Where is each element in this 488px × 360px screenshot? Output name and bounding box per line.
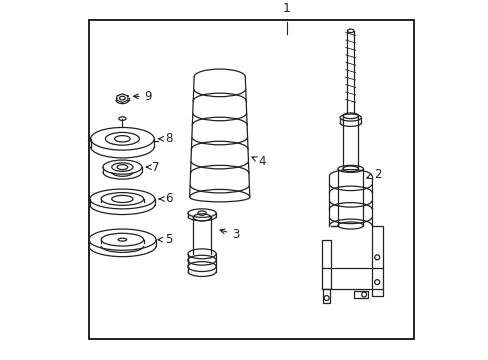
- Text: 3: 3: [220, 228, 239, 241]
- Text: 8: 8: [159, 132, 172, 145]
- Bar: [353, 291, 367, 298]
- Text: 2: 2: [366, 168, 381, 181]
- Text: 5: 5: [158, 233, 172, 246]
- Text: 9: 9: [133, 90, 152, 103]
- Text: 6: 6: [159, 193, 172, 206]
- Bar: [322, 240, 330, 289]
- Text: 7: 7: [146, 161, 160, 174]
- Bar: [323, 289, 329, 303]
- Text: 4: 4: [251, 155, 265, 168]
- Text: 1: 1: [283, 2, 290, 15]
- Bar: [371, 225, 382, 296]
